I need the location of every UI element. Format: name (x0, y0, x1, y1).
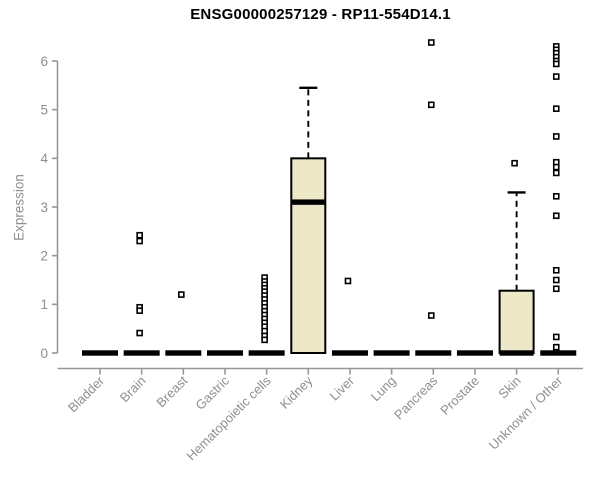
y-tick-label: 6 (40, 54, 48, 69)
median-liver (331, 350, 368, 356)
median-brain (123, 350, 160, 356)
outlier-unknown-other-12 (552, 192, 560, 200)
x-axis-label-kidney: Kidney (277, 373, 316, 412)
x-axis-label-prostate: Prostate (437, 373, 482, 418)
median-breast (165, 350, 202, 356)
median-prostate (456, 350, 493, 356)
x-axis-label-pancreas: Pancreas (391, 373, 441, 423)
median-lung (373, 350, 410, 356)
median-hematopoietic-cells (248, 350, 285, 356)
outlier-unknown-other-8 (552, 133, 560, 140)
outlier-pancreas-2 (427, 312, 435, 319)
outlier-brain-4 (136, 329, 143, 337)
outlier-unknown-other-11 (552, 169, 560, 177)
outlier-unknown-other-18 (552, 343, 560, 351)
x-axis-label-skin: Skin (495, 373, 523, 401)
chart-title: ENSG00000257129 - RP11-554D14.1 (190, 6, 451, 23)
outlier-hematopoietic-cells-16 (261, 336, 268, 344)
x-axis-label-lung: Lung (368, 373, 399, 404)
box-skin (498, 289, 535, 354)
outlier-breast-0 (178, 291, 185, 298)
median-skin (499, 350, 534, 356)
median-gastric (206, 350, 243, 356)
x-axis-label-brain: Brain (117, 373, 149, 405)
outlier-unknown-other-14 (552, 266, 560, 274)
x-axis-label-bladder: Bladder (65, 373, 108, 416)
outlier-unknown-other-13 (552, 212, 560, 220)
outlier-pancreas-0 (427, 39, 435, 46)
y-tick-label: 4 (40, 151, 48, 166)
x-axis-label-breast: Breast (153, 373, 190, 410)
outlier-brain-1 (136, 237, 143, 245)
median-unknown-other (540, 350, 577, 356)
median-bladder (82, 350, 118, 356)
median-kidney (291, 199, 326, 205)
y-tick-label: 2 (40, 248, 48, 263)
y-tick-label: 0 (40, 346, 48, 361)
y-tick-label: 1 (40, 297, 48, 312)
median-pancreas (415, 350, 452, 356)
outlier-unknown-other-17 (552, 333, 560, 341)
y-axis-title: Expression (11, 174, 27, 241)
outlier-unknown-other-16 (552, 285, 560, 293)
outlier-skin-0 (511, 159, 518, 167)
x-axis-label-liver: Liver (327, 373, 358, 404)
outlier-liver-0 (344, 277, 352, 285)
outlier-unknown-other-5 (552, 60, 560, 68)
box-kidney (290, 157, 327, 354)
outlier-pancreas-1 (427, 101, 435, 109)
y-tick-label: 5 (40, 102, 48, 117)
outlier-unknown-other-15 (552, 276, 560, 284)
outlier-unknown-other-7 (552, 105, 560, 112)
x-axis-label-unknown-other: Unknown / Other (486, 373, 566, 453)
outlier-unknown-other-10 (552, 163, 560, 171)
outlier-brain-0 (136, 231, 143, 239)
x-axis-label-gastric: Gastric (192, 373, 232, 413)
outlier-unknown-other-6 (552, 73, 560, 80)
y-tick-label: 3 (40, 200, 48, 215)
outlier-brain-3 (136, 307, 143, 314)
